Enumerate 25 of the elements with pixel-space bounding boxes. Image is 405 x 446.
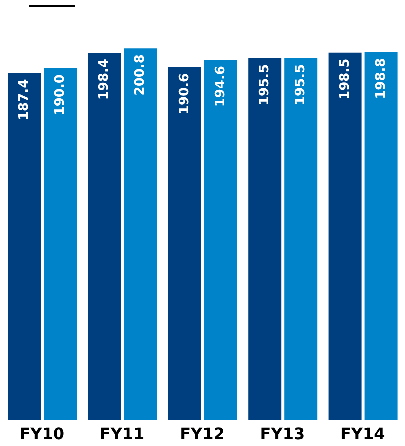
bar — [284, 58, 318, 420]
data-label: 198.5 — [338, 58, 353, 100]
bar — [8, 73, 41, 420]
data-label: 195.5 — [294, 64, 309, 106]
x-tick-label: FY10 — [20, 424, 64, 444]
data-label: 194.6 — [213, 66, 228, 108]
data-label: 187.4 — [17, 79, 32, 120]
bar — [248, 58, 282, 420]
bar — [364, 52, 398, 420]
bar — [204, 60, 238, 420]
x-tick-label: FY13 — [260, 424, 306, 444]
bar — [328, 52, 362, 420]
bar — [88, 53, 122, 420]
x-tick-label: FY11 — [100, 424, 145, 444]
bar — [44, 68, 77, 420]
data-label: 190.6 — [177, 73, 192, 115]
x-tick-label: FY14 — [340, 424, 386, 444]
data-label: 195.5 — [258, 64, 273, 106]
data-label: 190.0 — [53, 74, 68, 116]
data-label: 198.8 — [374, 58, 389, 100]
bar — [124, 48, 158, 420]
data-label: 200.8 — [133, 54, 148, 96]
bar — [168, 67, 202, 420]
data-label: 198.4 — [97, 59, 112, 100]
x-tick-label: FY12 — [180, 424, 225, 444]
